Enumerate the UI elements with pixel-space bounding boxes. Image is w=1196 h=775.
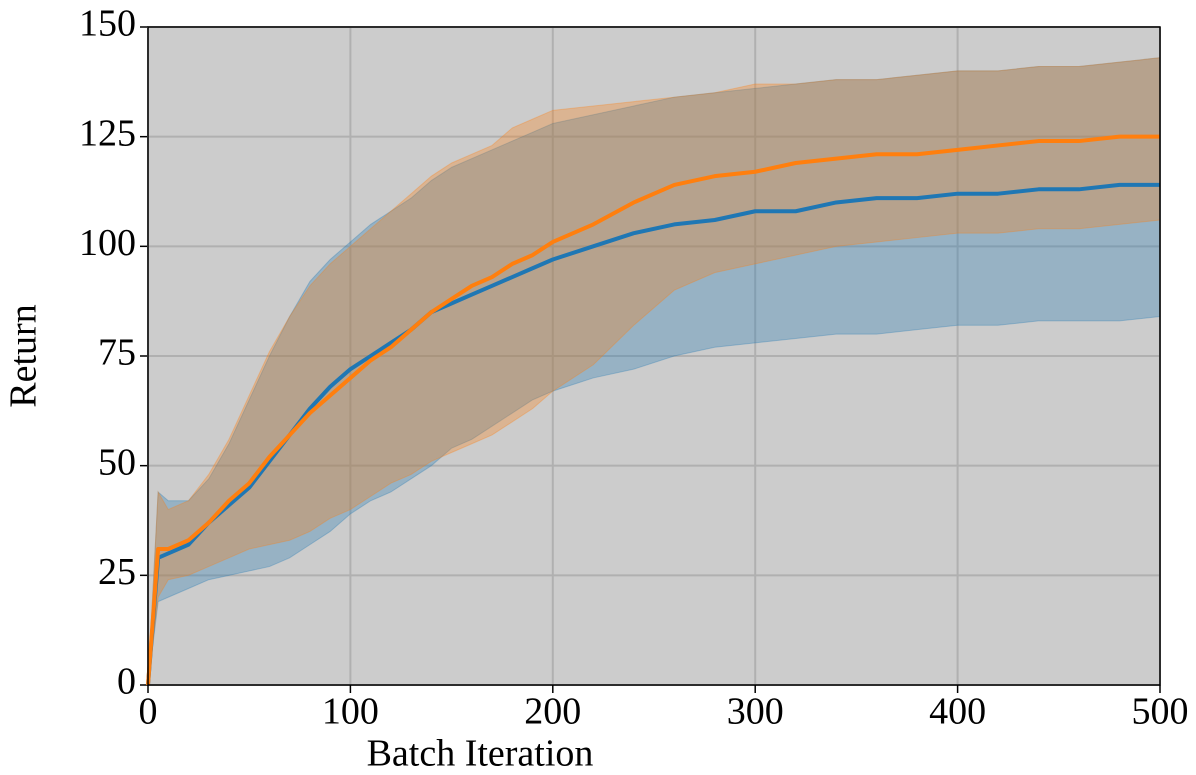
line	[146, 134, 1160, 686]
y-tick-label: 150	[79, 3, 136, 45]
x-tick-label: 400	[929, 691, 986, 733]
x-tick-label: 100	[322, 691, 379, 733]
y-tick-label: 25	[98, 551, 136, 593]
plot-frame	[147, 26, 1161, 686]
y-tick-label: 0	[117, 661, 136, 703]
x-tick-label: 0	[139, 691, 158, 733]
y-tick-label: 50	[98, 441, 136, 483]
y-tick-label: 125	[79, 112, 136, 154]
y-tick-label: 75	[98, 332, 136, 374]
y-tick-label: 100	[79, 222, 136, 264]
x-tick-label: 300	[727, 691, 784, 733]
line	[146, 182, 1160, 686]
x-tick-label: 200	[524, 691, 581, 733]
x-axis-label: Batch Iteration	[367, 733, 594, 775]
y-axis-label: Return	[3, 304, 45, 407]
x-tick-label: 500	[1132, 691, 1189, 733]
